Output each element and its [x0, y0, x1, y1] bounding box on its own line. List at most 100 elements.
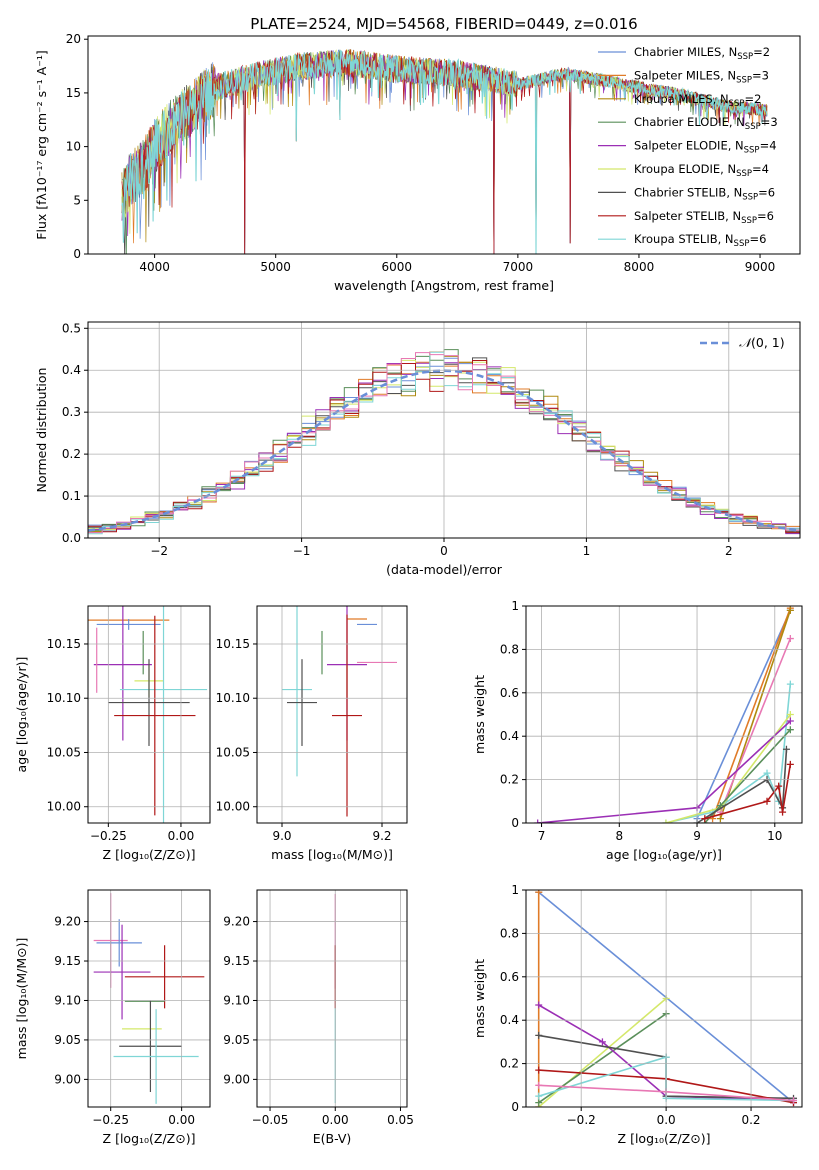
- errorbar-point-5: [119, 606, 208, 823]
- x-tick-label: 0.00: [168, 829, 195, 843]
- legend-label-main: Kroupa MILES, N: [634, 92, 729, 106]
- y-tick-label: 10.15: [47, 637, 81, 651]
- chart-residuals: −2 −1 0 1 2 0.0 0.1 0.2 0.3 0.4 0.5 (data-model)/er…: [34, 321, 801, 577]
- spectrum-line-8: [121, 50, 768, 254]
- y-tick-label: 10.10: [216, 691, 250, 705]
- axes-frame: [256, 605, 408, 824]
- weight-line-4: [665, 684, 792, 823]
- weight-line-1: [711, 607, 792, 819]
- x-tick-label: −0.25: [90, 829, 127, 843]
- weight-marker: [535, 1081, 543, 1089]
- y-tick-label: 0.1: [62, 489, 81, 503]
- legend-label-main: Chabrier ELODIE, N: [634, 115, 745, 129]
- x-axis-label: Z [log₁₀(Z/Z⊙)]: [103, 847, 196, 862]
- legend: 𝒩(0, 1): [700, 335, 785, 350]
- chart-weight-vs-Z: −0.2 0.0 0.2 0 0.2 0.4 0.6 0.8 1 Z [log₁₀(Z/Z⊙)] m…: [472, 883, 803, 1146]
- y-tick-label: 0.6: [500, 970, 519, 984]
- x-tick-label: 10: [767, 829, 782, 843]
- legend-label-sub: SSP: [729, 99, 745, 109]
- chart-mass-vs-EBV: −0.05 0.00 0.05 9.00 9.05 9.10 9.15 9.20 E(B-V): [223, 889, 414, 1146]
- y-axis-label: Flux [fλ10⁻¹⁷ erg cm⁻² s⁻¹ A⁻¹]: [34, 50, 49, 239]
- weight-marker: [786, 606, 794, 614]
- weight-marker: [775, 782, 783, 790]
- y-tick-label: 9.20: [223, 915, 250, 929]
- y-tick-label: 0.6: [500, 686, 519, 700]
- errorbar-point-7: [114, 615, 196, 816]
- plot-area: [534, 606, 794, 823]
- legend-label-main: Kroupa STELIB, N: [634, 232, 734, 246]
- legend-label-tail: =3: [752, 68, 769, 82]
- y-tick-label: 5: [73, 193, 81, 207]
- y-axis-label: age [log₁₀(age/yr)]: [14, 657, 29, 773]
- chart-title: PLATE=2524, MJD=54568, FIBERID=0449, z=0…: [250, 15, 637, 33]
- y-tick-label: 0.3: [62, 405, 81, 419]
- legend-label-main: Kroupa ELODIE, N: [634, 162, 736, 176]
- x-tick-label: 0.2: [741, 1113, 760, 1127]
- legend-label-tail: =4: [760, 139, 777, 153]
- weight-marker: [786, 711, 794, 718]
- legend-label-sub: SSP: [736, 75, 752, 85]
- plot-area: [282, 606, 397, 817]
- legend-label-main: Chabrier MILES, N: [634, 45, 737, 59]
- legend-label: Salpeter STELIB, NSSP=6: [634, 209, 774, 226]
- y-tick-label: 15: [66, 86, 81, 100]
- weight-marker: [763, 797, 771, 805]
- weight-marker: [662, 819, 670, 823]
- x-tick-label: −2: [150, 544, 168, 558]
- y-tick-label: 10.05: [216, 745, 250, 759]
- x-tick-label: 1: [583, 544, 591, 558]
- legend-label: Salpeter MILES, NSSP=3: [634, 68, 769, 85]
- axes-frame: [87, 605, 211, 824]
- y-tick-label: 9.15: [223, 954, 250, 968]
- x-tick-label: 0.00: [322, 1113, 349, 1127]
- grid: [257, 890, 407, 1107]
- y-tick-label: 9.00: [54, 1072, 81, 1086]
- x-tick-label: 5000: [260, 260, 291, 274]
- x-axis-label: wavelength [Angstrom, rest frame]: [334, 278, 554, 293]
- weight-line-0: [696, 609, 792, 820]
- y-tick-label: 0.5: [62, 321, 81, 335]
- y-tick-label: 0.2: [500, 1057, 519, 1071]
- x-tick-label: 9: [693, 829, 701, 843]
- y-tick-label: 0.2: [62, 447, 81, 461]
- y-tick-label: 9.20: [54, 915, 81, 929]
- weight-line-3: [719, 638, 792, 813]
- x-tick-label: 9.2: [372, 829, 391, 843]
- grid: [88, 890, 210, 1107]
- weight-marker: [786, 635, 794, 643]
- x-tick-label: 0: [440, 544, 448, 558]
- x-tick-label: 9.0: [272, 829, 291, 843]
- weight-line-4: [538, 1004, 794, 1102]
- weight-marker: [790, 1096, 798, 1104]
- y-tick-label: 9.05: [223, 1033, 250, 1047]
- y-tick-label: 0.8: [500, 642, 519, 656]
- y-tick-label: 0: [511, 1100, 519, 1114]
- errorbar-point-6: [119, 1000, 182, 1093]
- legend-label-main: Salpeter STELIB, N: [634, 209, 741, 223]
- weight-marker: [534, 819, 542, 823]
- legend-label-main: Salpeter ELODIE, N: [634, 139, 744, 153]
- errorbar-point-7: [113, 1009, 199, 1104]
- weight-marker: [598, 1038, 606, 1046]
- x-tick-label: −0.05: [252, 1113, 289, 1127]
- plot-area: [93, 893, 205, 1104]
- legend-label-tail: =6: [758, 185, 775, 199]
- y-tick-label: 1: [511, 883, 519, 897]
- x-tick-label: 7: [538, 829, 546, 843]
- legend-label-sub: SSP: [737, 52, 753, 62]
- grid: [526, 605, 802, 824]
- y-tick-label: 0.2: [500, 773, 519, 787]
- errorbar-point-3: [124, 945, 205, 1009]
- weight-marker: [786, 760, 794, 768]
- weight-marker: [535, 1092, 543, 1100]
- axes-frame: [87, 889, 211, 1108]
- x-tick-label: 0.05: [387, 1113, 414, 1127]
- axes-frame: [525, 889, 803, 1108]
- x-tick-label: −0.25: [92, 1113, 129, 1127]
- y-tick-label: 9.15: [54, 954, 81, 968]
- grid: [88, 606, 210, 823]
- y-tick-label: 10.15: [216, 637, 250, 651]
- legend-label-tail: =4: [752, 162, 769, 176]
- weight-marker: [701, 815, 709, 823]
